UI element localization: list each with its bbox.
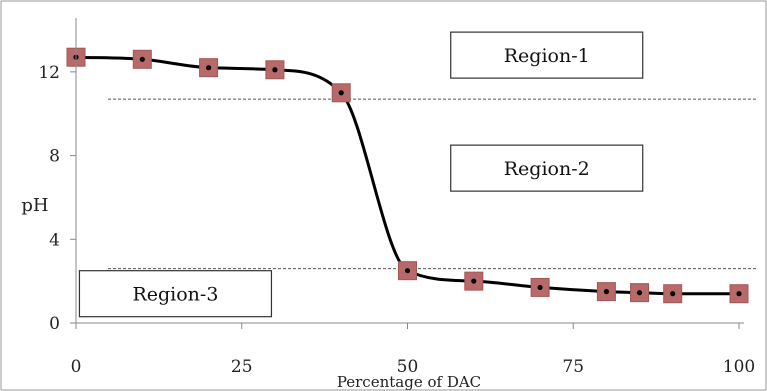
data-point-dot	[603, 289, 610, 295]
y-axis-label: pH	[21, 195, 48, 216]
data-point-dot	[736, 291, 742, 297]
x-tick-label: 0	[71, 357, 82, 377]
y-tick-label: 0	[49, 314, 60, 334]
region-label-2: Region-2	[504, 158, 590, 180]
region-label-1: Region-1	[504, 45, 590, 67]
data-point-dot	[139, 56, 145, 62]
data-point-dot	[471, 278, 477, 284]
region-label-3: Region-3	[132, 284, 218, 306]
x-tick-label: 75	[562, 357, 584, 377]
region-box-3	[78, 270, 273, 318]
x-tick-label: 100	[723, 357, 755, 377]
data-point-dot	[404, 268, 411, 274]
data-point-dot	[272, 67, 278, 73]
data-point-dot	[206, 65, 212, 71]
x-tick-label: 25	[231, 357, 253, 377]
x-tick-label: 50	[397, 357, 419, 377]
data-point-dot	[537, 284, 543, 291]
data-point-dot	[636, 290, 643, 296]
y-tick-label: 8	[49, 147, 60, 167]
y-tick-label: 4	[49, 230, 60, 250]
region-box-2	[450, 144, 644, 192]
region-box-1	[450, 31, 644, 79]
x-axis-label: Percentage of DAC	[337, 373, 481, 391]
y-tick-label: 12	[38, 63, 60, 83]
data-point-dot	[670, 291, 676, 297]
data-point-dot	[338, 90, 344, 96]
